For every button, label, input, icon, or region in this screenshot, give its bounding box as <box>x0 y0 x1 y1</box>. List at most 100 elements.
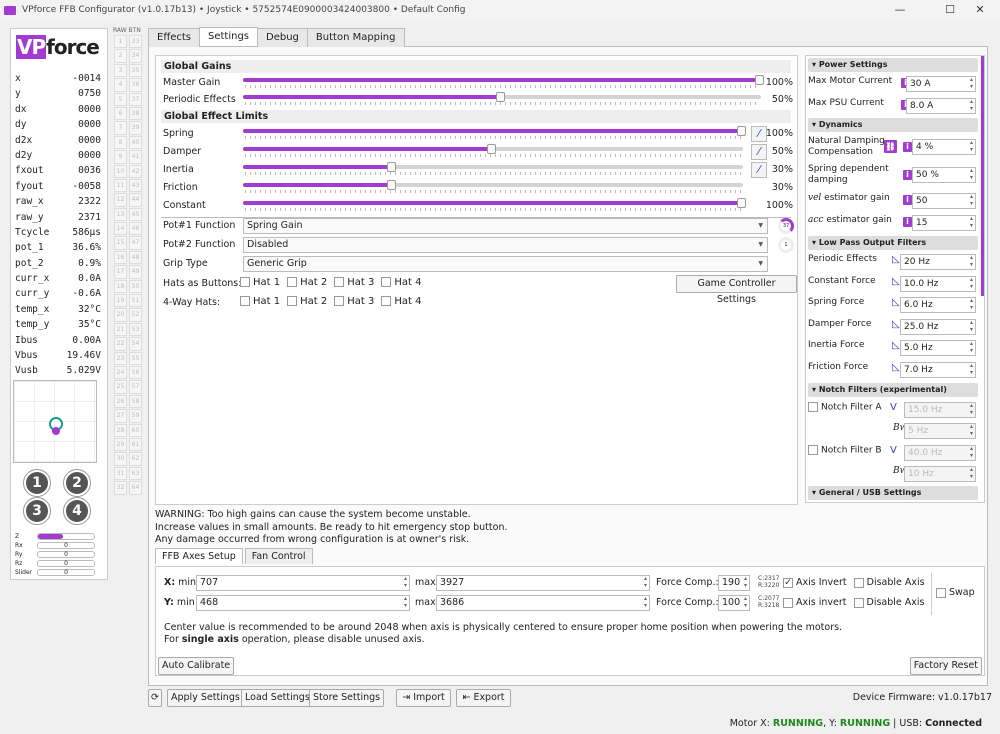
import-button[interactable]: ⇥ Import <box>396 689 451 707</box>
grip-type-label: Grip Type <box>163 258 208 269</box>
slider-handle[interactable] <box>387 180 396 190</box>
tab-settings[interactable]: Settings <box>199 27 259 46</box>
tab-ffb-axes-setup[interactable]: FFB Axes Setup <box>155 548 243 564</box>
notch-b-bw[interactable]: 10 Hz <box>904 466 976 482</box>
hat-checkbox-4[interactable]: Hat 4 <box>374 277 421 288</box>
refresh-button[interactable]: ⟳ <box>148 689 162 707</box>
slider-track[interactable] <box>243 75 764 85</box>
info-icon[interactable]: i <box>903 142 912 152</box>
curve-editor-button[interactable]: ⁄ <box>751 144 767 160</box>
notch-a-bw[interactable]: 5 Hz <box>904 423 976 439</box>
y-force-comp-input[interactable]: 100 <box>718 595 750 611</box>
game-controller-settings-button[interactable]: Game Controller Settings <box>676 275 797 305</box>
hat-checkbox-1[interactable]: Hat 1 <box>233 277 280 288</box>
grip-type-select[interactable]: Generic Grip ▼ <box>243 256 768 272</box>
vel-gain-input[interactable]: 50 <box>912 193 976 209</box>
slider-value: 100% <box>765 128 793 139</box>
lowpass-input[interactable]: 7.0 Hz <box>900 361 976 378</box>
tab-debug[interactable]: Debug <box>257 28 308 47</box>
curve-editor-button[interactable]: ⁄ <box>751 162 767 178</box>
lowpass-input[interactable]: 10.0 Hz <box>900 275 976 292</box>
curve-editor-button[interactable]: ⁄ <box>751 126 767 142</box>
slider-handle[interactable] <box>496 92 505 102</box>
hat-checkbox-4[interactable]: Hat 4 <box>374 296 421 307</box>
notch-filters-header[interactable]: ▾ Notch Filters (experimental) <box>808 383 978 397</box>
info-icon[interactable]: i <box>903 170 912 180</box>
lowpass-input[interactable]: 6.0 Hz <box>900 297 976 313</box>
max-motor-current-input[interactable]: 30 A <box>906 76 976 92</box>
hat-checkbox-2[interactable]: Hat 2 <box>280 296 327 307</box>
global-gains-header: Global Gains <box>161 60 791 73</box>
notch-b-checkbox[interactable] <box>808 445 818 455</box>
hat-checkbox-2[interactable]: Hat 2 <box>280 277 327 288</box>
store-settings-button[interactable]: Store Settings <box>309 689 385 707</box>
pot2-function-select[interactable]: Disabled ▼ <box>243 237 768 253</box>
slider-handle[interactable] <box>387 162 396 172</box>
notch-filter-icon: Ⅴ <box>890 402 897 413</box>
auto-calibrate-button[interactable]: Auto Calibrate <box>158 657 235 675</box>
y-min-input[interactable]: 468 <box>196 595 410 611</box>
telemetry-label: d2x <box>15 134 33 146</box>
lowpass-input[interactable]: 25.0 Hz <box>900 318 976 335</box>
y-axis-invert-checkbox[interactable] <box>783 597 793 608</box>
axis-bar-rx: Rx 0 <box>15 541 95 550</box>
info-icon[interactable]: i <box>903 195 912 205</box>
ndc-input[interactable]: 4 % <box>912 139 976 155</box>
slider-track[interactable] <box>243 92 761 102</box>
info-icon[interactable]: i <box>903 217 912 227</box>
apply-settings-button[interactable]: Apply Settings <box>167 689 244 707</box>
telemetry-row: d2y 0000 <box>15 148 101 163</box>
export-button[interactable]: ⇤ Export <box>456 689 511 707</box>
low-pass-header[interactable]: ▾ Low Pass Output Filters <box>808 236 978 250</box>
load-settings-button[interactable]: Load Settings <box>241 689 314 707</box>
sdd-input[interactable]: 50 % <box>912 167 976 183</box>
y-max-input[interactable]: 3686 <box>436 595 650 611</box>
y-disable-axis-checkbox[interactable] <box>853 597 864 608</box>
notch-b-freq[interactable]: 40.0 Hz <box>904 445 976 461</box>
general-usb-header[interactable]: ▾ General / USB Settings <box>808 486 978 500</box>
advanced-settings-panel: ▾ Power Settings Max Motor Currenti30 A … <box>805 55 985 503</box>
x-disable-axis-checkbox[interactable] <box>853 577 864 588</box>
hat-checkbox-3[interactable]: Hat 3 <box>327 277 374 288</box>
raw-button-57: 57 <box>129 380 142 394</box>
close-button[interactable]: ✕ <box>975 3 985 16</box>
slider-track[interactable] <box>243 144 743 154</box>
hat-checkbox-3[interactable]: Hat 3 <box>327 296 374 307</box>
minimize-button[interactable]: — <box>894 3 906 16</box>
maximize-button[interactable]: ☐ <box>945 3 955 16</box>
x-axis-invert-checkbox[interactable]: ✓ <box>783 577 793 588</box>
slider-handle[interactable] <box>755 75 764 85</box>
acc-gain-input[interactable]: 15 <box>912 215 976 231</box>
link-icon[interactable]: ⛓ <box>884 140 897 153</box>
sdd-label: Spring dependent <box>808 164 889 174</box>
power-settings-header[interactable]: ▾ Power Settings <box>808 58 978 72</box>
slider-handle[interactable] <box>737 198 746 208</box>
x-max-input[interactable]: 3927 <box>436 575 650 591</box>
slider-track[interactable] <box>243 162 743 172</box>
lowpass-input[interactable]: 20 Hz <box>900 254 976 270</box>
slider-track[interactable] <box>243 126 746 136</box>
x-force-comp-input[interactable]: 190 <box>718 575 750 591</box>
telemetry-row: d2x 0000 <box>15 133 101 148</box>
notch-a-checkbox[interactable] <box>808 402 818 412</box>
telemetry-value: 0036 <box>78 165 101 177</box>
slider-handle[interactable] <box>737 126 746 136</box>
scrollbar[interactable] <box>981 56 984 296</box>
swap-checkbox[interactable] <box>936 587 946 598</box>
notch-a-freq[interactable]: 15.0 Hz <box>904 402 976 418</box>
vel-label: estimator gain <box>821 193 890 203</box>
slider-track[interactable] <box>243 180 743 190</box>
pot1-function-select[interactable]: Spring Gain ▼ <box>243 218 768 234</box>
factory-reset-button[interactable]: Factory Reset <box>909 657 982 675</box>
tab-fan-control[interactable]: Fan Control <box>244 548 313 564</box>
slider-value: 50% <box>771 146 793 157</box>
x-min-input[interactable]: 707 <box>196 575 410 591</box>
dynamics-header[interactable]: ▾ Dynamics <box>808 118 978 132</box>
hat-checkbox-1[interactable]: Hat 1 <box>233 296 280 307</box>
max-psu-current-input[interactable]: 8.0 A <box>906 98 976 114</box>
lowpass-input[interactable]: 5.0 Hz <box>900 340 976 356</box>
slider-handle[interactable] <box>487 144 496 154</box>
tab-effects[interactable]: Effects <box>148 28 200 47</box>
slider-track[interactable] <box>243 198 746 208</box>
tab-button-mapping[interactable]: Button Mapping <box>306 28 405 47</box>
